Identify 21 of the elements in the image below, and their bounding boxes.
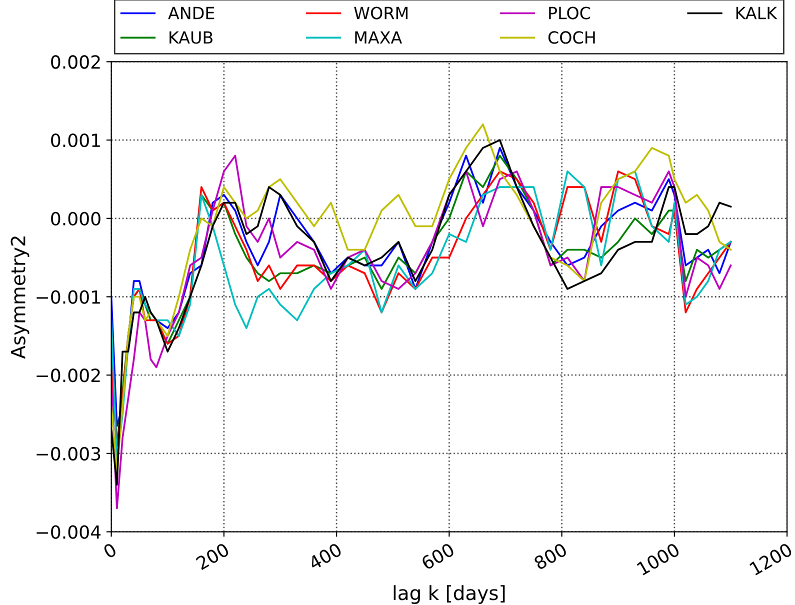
y-tick-label: −0.003 (36, 446, 100, 461)
legend-label: KAUB (170, 31, 212, 44)
legend-label: WORM (354, 6, 408, 20)
y-tick-label: 0.000 (51, 212, 100, 226)
legend-label: COCH (548, 31, 595, 44)
y-tick-label: 0.002 (51, 55, 100, 69)
y-tick-label: −0.004 (36, 525, 101, 539)
y-tick-label: −0.002 (36, 368, 100, 382)
x-tick-label: 200 (195, 542, 230, 570)
x-tick-label: 0 (102, 542, 118, 559)
y-axis-title: Asymmetry2 (10, 236, 30, 359)
legend-label: KALK (736, 6, 778, 20)
legend-label: ANDE (168, 6, 214, 20)
x-tick-label: 800 (533, 542, 568, 570)
y-tick-label: 0.001 (51, 134, 100, 148)
x-axis-title: lag k [days] (394, 585, 505, 604)
y-tick-label: −0.001 (36, 290, 100, 304)
x-tick-label: 600 (420, 542, 456, 570)
legend-label: PLOC (549, 6, 590, 20)
x-tick-label: 400 (308, 542, 342, 570)
legend-label: MAXA (355, 31, 402, 44)
